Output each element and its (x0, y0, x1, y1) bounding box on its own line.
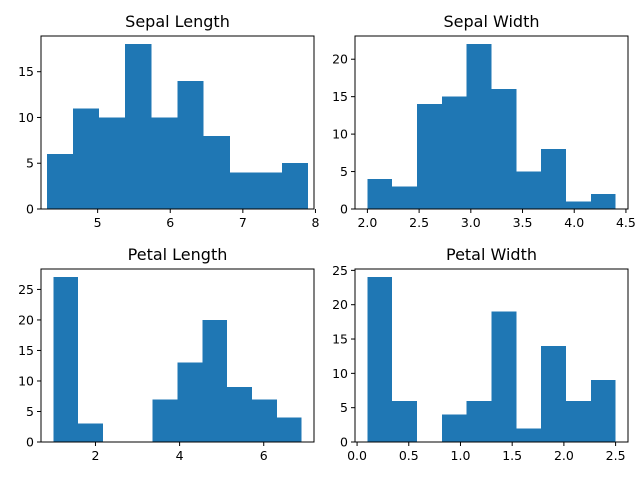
y-tick-label: 5 (26, 156, 34, 171)
y-tick-label: 25 (18, 282, 34, 297)
histogram-bar (590, 194, 616, 209)
y-tick-label: 10 (332, 366, 348, 381)
histogram-bar (276, 417, 302, 442)
histogram-bar (78, 423, 104, 442)
histogram-bar (229, 172, 256, 209)
y-tick-label: 5 (26, 404, 34, 419)
histogram-bar (152, 399, 178, 442)
axes-frame (40, 35, 315, 210)
x-tick-label: 1.0 (451, 448, 471, 463)
histogram-bar (203, 135, 230, 209)
axes-frame (40, 268, 315, 443)
y-tick-label: 15 (332, 332, 348, 347)
histogram-bar (255, 172, 283, 209)
x-tick-label: 0.0 (347, 448, 367, 463)
y-tick-label: 20 (332, 52, 348, 67)
x-tick-label: 3.5 (513, 215, 533, 230)
axes-frame (354, 268, 629, 443)
y-tick-label: 10 (18, 373, 34, 388)
x-tick-label: 4.0 (564, 215, 584, 230)
histogram-bar (491, 89, 517, 209)
histogram-bar (367, 179, 393, 209)
x-tick-label: 0.5 (399, 448, 419, 463)
histogram-bar (53, 277, 79, 442)
histogram-bar (466, 400, 492, 442)
y-tick-label: 15 (332, 89, 348, 104)
histogram-bar (151, 117, 178, 209)
histogram-bar (541, 149, 566, 209)
histogram-panel-2: 2.0 2.5 3.0 3.5 4.0 4.5 0 5 10 15 20 Sepal Width (332, 12, 636, 230)
histogram-bar (367, 277, 393, 442)
histogram-bar (590, 380, 616, 442)
x-tick-label: 4 (176, 448, 184, 463)
histogram-bar (516, 428, 542, 442)
histogram-bar (392, 400, 418, 442)
x-tick-label: 2.5 (409, 215, 429, 230)
histogram-bar (417, 104, 442, 209)
histogram-bar (72, 108, 100, 209)
x-tick-label: 5 (94, 215, 102, 230)
chart-title: Petal Length (128, 245, 228, 264)
y-tick-label: 5 (340, 164, 348, 179)
chart-title: Sepal Length (125, 12, 230, 31)
y-tick-label: 5 (340, 400, 348, 415)
x-tick-label: 6 (166, 215, 174, 230)
histogram-bar (565, 400, 591, 442)
y-tick-label: 0 (26, 202, 34, 217)
x-tick-label: 2.0 (554, 448, 574, 463)
histogram-bar (565, 201, 591, 209)
y-tick-label: 0 (26, 435, 34, 450)
x-tick-label: 6 (260, 448, 268, 463)
histogram-bar (227, 387, 252, 442)
y-tick-label: 15 (18, 64, 34, 79)
histogram-bar (177, 362, 203, 442)
x-tick-label: 1.5 (502, 448, 522, 463)
histogram-bar (202, 319, 228, 442)
y-tick-label: 0 (340, 202, 348, 217)
histogram-bar (46, 154, 73, 209)
histogram-bar (392, 186, 418, 209)
x-tick-label: 7 (239, 215, 247, 230)
x-tick-label: 2.0 (357, 215, 377, 230)
histogram-panel-1: 5 6 7 8 0 5 10 15 Sepal Length (18, 12, 319, 230)
histogram-bar (541, 345, 566, 442)
histogram-panel-3: 2 4 6 0 5 10 15 20 25 Petal Length (18, 245, 315, 463)
histogram-bar (441, 414, 467, 442)
chart-title: Petal Width (446, 245, 537, 264)
histogram-bar (177, 80, 204, 209)
y-tick-label: 10 (332, 127, 348, 142)
x-tick-label: 2.5 (606, 448, 626, 463)
y-tick-label: 0 (340, 435, 348, 450)
histogram-bar (282, 163, 309, 209)
y-tick-label: 25 (332, 263, 348, 278)
histogram-bar (466, 44, 492, 209)
axes-frame (354, 35, 629, 210)
y-tick-label: 10 (18, 110, 34, 125)
x-tick-label: 2 (91, 448, 99, 463)
histogram-bar (441, 96, 467, 209)
chart-title: Sepal Width (444, 12, 540, 31)
y-tick-label: 20 (332, 297, 348, 312)
histogram-bar (516, 171, 542, 209)
histogram-bar (251, 399, 277, 442)
y-tick-label: 20 (18, 312, 34, 327)
x-tick-label: 3.0 (461, 215, 481, 230)
histogram-bar (99, 117, 126, 209)
histogram-panel-4: 0.0 0.5 1.0 1.5 2.0 2.5 0 5 10 15 20 25 Petal Width (332, 245, 629, 463)
histogram-bar (125, 44, 152, 209)
x-tick-label: 8 (311, 215, 319, 230)
histogram-bar (491, 311, 517, 442)
y-tick-label: 15 (18, 343, 34, 358)
x-tick-label: 4.5 (616, 215, 636, 230)
